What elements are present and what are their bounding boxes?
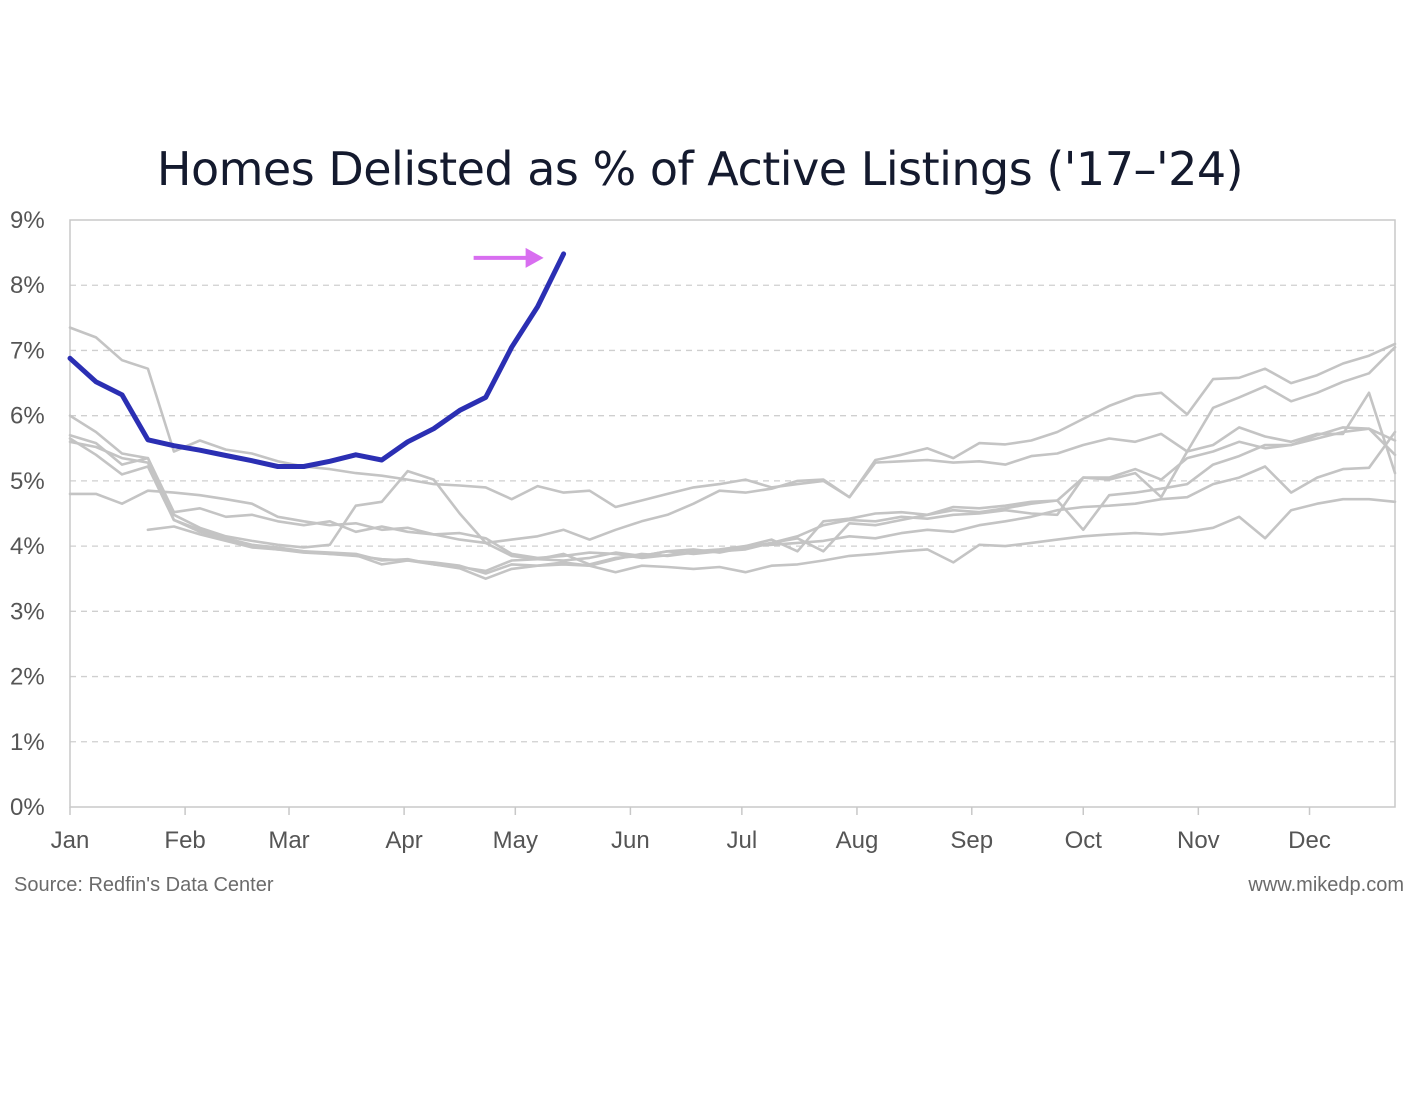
x-tick-label: Jul [727, 827, 758, 854]
line-chart: 0%1%2%3%4%5%6%7%8%9% Jan Feb Mar Apr May Jun J… [0, 0, 1420, 870]
source-note: Source: Redfin's Data Center [14, 874, 274, 897]
y-axis-ticks: 0% 1% 2% 3% 4% 5% 6% 7% 8% 9% [10, 207, 45, 821]
arrow-icon [474, 248, 544, 268]
y-tick-label: 6% [10, 403, 45, 430]
background-series-line [70, 432, 1395, 558]
x-tick-label: Jan [51, 827, 90, 854]
x-tick-label: Apr [385, 827, 422, 854]
x-axis-ticks: Jan Feb Mar Apr May Jun Jul Aug Sep Oct Nov Dec [51, 807, 1331, 854]
arrow-head [526, 248, 544, 268]
y-tick-label: 3% [10, 598, 45, 625]
x-tick-label: Aug [836, 827, 879, 854]
x-tick-label: May [493, 827, 538, 854]
website-credit: www.mikedp.com [1248, 874, 1404, 897]
y-tick-label: 5% [10, 468, 45, 495]
y-tick-label: 1% [10, 729, 45, 756]
y-tick-label: 9% [10, 207, 45, 234]
y-tick-label: 0% [10, 794, 45, 821]
x-tick-label: Jun [611, 827, 650, 854]
x-tick-label: Feb [164, 827, 205, 854]
y-tick-label: 7% [10, 337, 45, 364]
x-tick-label: Sep [950, 827, 993, 854]
x-tick-label: Mar [268, 827, 309, 854]
x-tick-label: Dec [1288, 827, 1331, 854]
x-tick-label: Oct [1065, 827, 1103, 854]
background-series-line [70, 328, 1395, 507]
x-tick-label: Nov [1177, 827, 1220, 854]
background-series-group [70, 328, 1395, 579]
y-tick-label: 8% [10, 272, 45, 299]
y-tick-label: 4% [10, 533, 45, 560]
y-tick-label: 2% [10, 664, 45, 691]
